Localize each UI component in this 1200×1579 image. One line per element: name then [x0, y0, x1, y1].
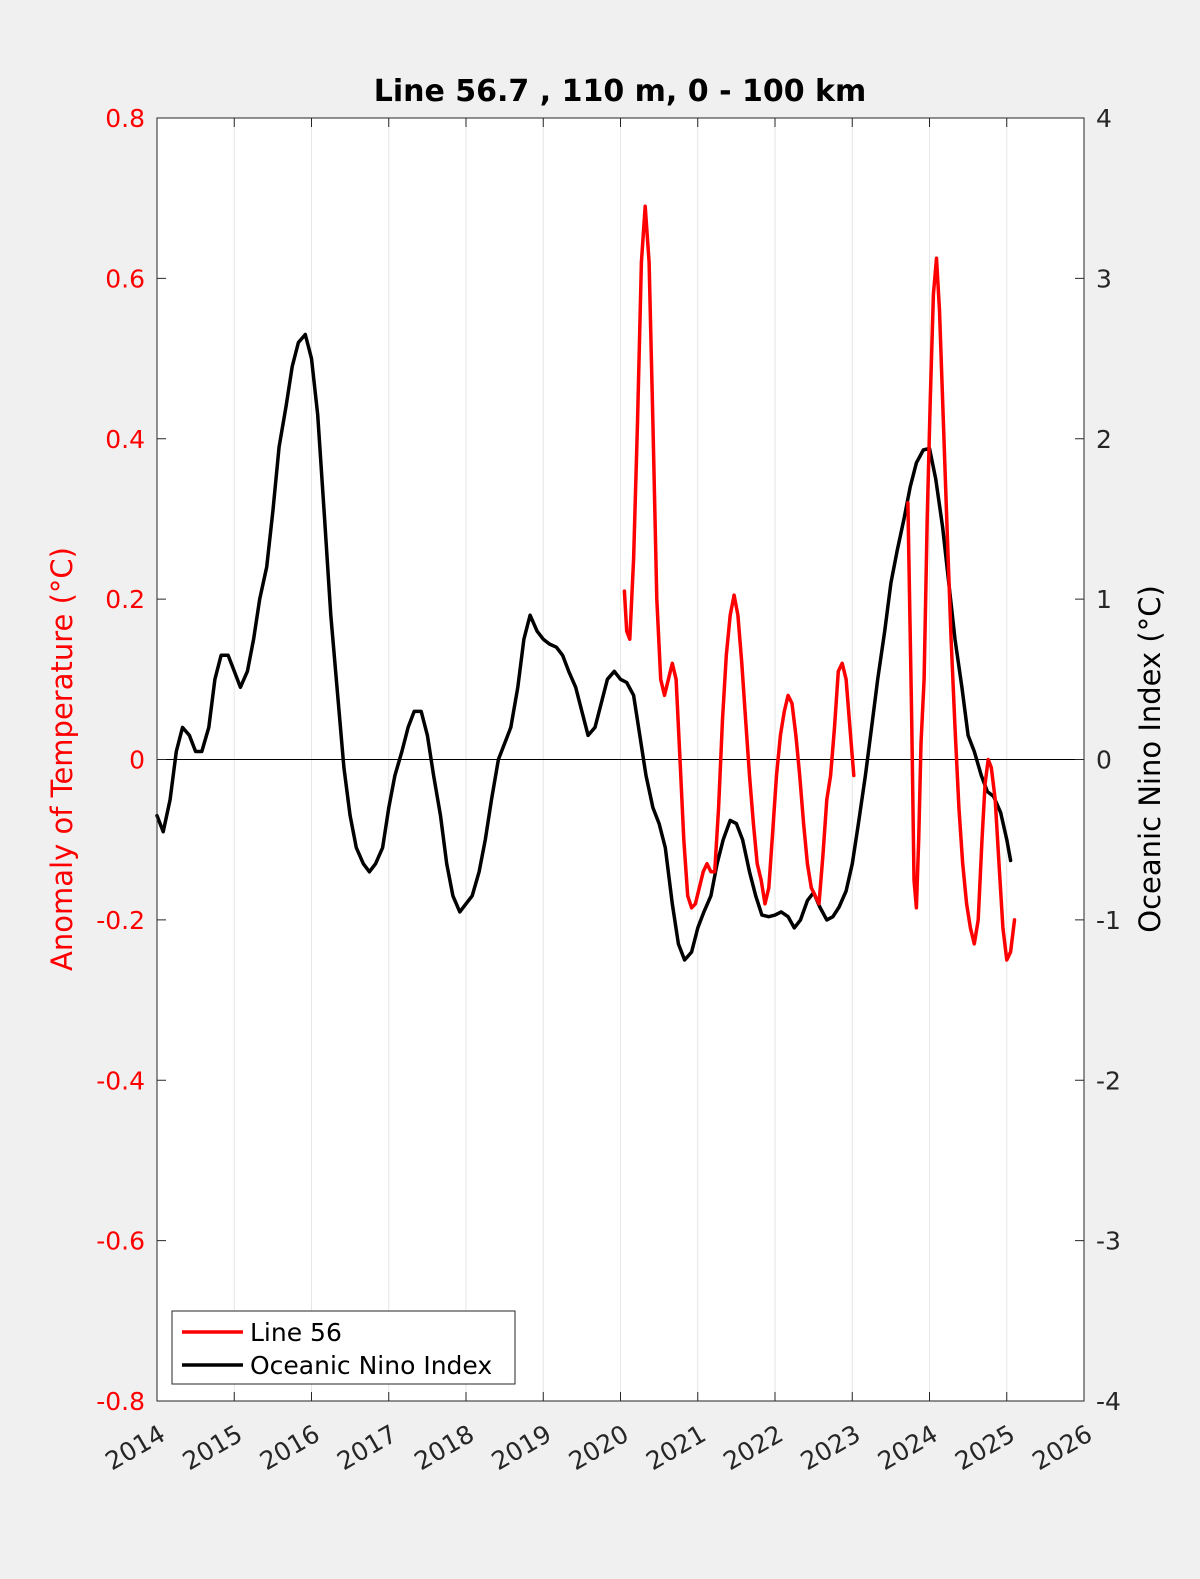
- x-tick-label-2019: 2019: [487, 1419, 557, 1476]
- x-tick-label-2015: 2015: [178, 1419, 248, 1476]
- series-line-56: [622, 204, 1017, 962]
- y-left-tick-label: -0.6: [96, 1227, 145, 1256]
- y-left-tick-label: 0.2: [105, 585, 145, 614]
- y-left-tick-label: -0.8: [96, 1387, 145, 1416]
- series-layer: [155, 204, 1017, 962]
- y-right-tick-label: -1: [1096, 906, 1121, 935]
- series-oceanic-nino-index: [155, 332, 1013, 962]
- x-tick-label-2016: 2016: [255, 1419, 325, 1476]
- x-tick-label-2024: 2024: [873, 1419, 943, 1476]
- x-tick-label-2021: 2021: [641, 1419, 711, 1476]
- x-tick-label-2020: 2020: [564, 1419, 634, 1476]
- x-tick-label-2018: 2018: [409, 1419, 479, 1476]
- y-left-tick-label: 0.4: [105, 425, 145, 454]
- x-tick-label-2014: 2014: [100, 1419, 170, 1476]
- y-left-tick-label: -0.4: [96, 1066, 145, 1095]
- x-tick-label-2025: 2025: [950, 1419, 1020, 1476]
- y-right-tick-label: -2: [1096, 1066, 1121, 1095]
- y-left-tick-label: 0: [129, 746, 145, 775]
- chart-title: Line 56.7 , 110 m, 0 - 100 km: [374, 74, 867, 109]
- legend-label-line-56: Line 56: [250, 1318, 342, 1347]
- x-tick-label-2026: 2026: [1027, 1419, 1097, 1476]
- y-left-tick-label: 0.8: [105, 104, 145, 133]
- y-right-tick-label: 0: [1096, 746, 1112, 775]
- y-right-tick-label: 2: [1096, 425, 1112, 454]
- y-right-tick-label: 1: [1096, 585, 1112, 614]
- y-right-tick-label: 3: [1096, 264, 1112, 293]
- y-axis-left-label: Anomaly of Temperature (°C): [45, 547, 79, 971]
- x-tick-label-2023: 2023: [796, 1419, 866, 1476]
- y-right-tick-label: -3: [1096, 1227, 1121, 1256]
- legend-label-oni: Oceanic Nino Index: [250, 1351, 492, 1380]
- y-right-tick-label: -4: [1096, 1387, 1121, 1416]
- x-tick-label-2022: 2022: [718, 1419, 788, 1476]
- y-axis-right-label: Oceanic Nino Index (°C): [1133, 585, 1167, 933]
- y-right-tick-label: 4: [1096, 104, 1112, 133]
- x-tick-label-2017: 2017: [332, 1419, 402, 1476]
- y-left-tick-label: -0.2: [96, 906, 145, 935]
- y-left-tick-label: 0.6: [105, 264, 145, 293]
- legend: Line 56 Oceanic Nino Index: [171, 1310, 516, 1385]
- legend-box: [171, 1310, 516, 1385]
